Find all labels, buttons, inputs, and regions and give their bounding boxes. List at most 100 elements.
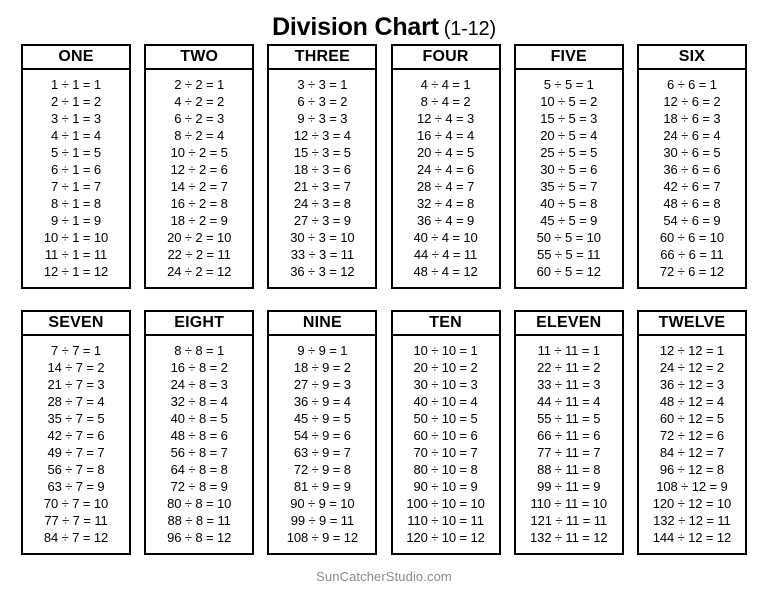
card-heading: FOUR <box>390 44 501 70</box>
equation-row: 12 ÷ 2 = 6 <box>170 162 228 177</box>
card-heading: NINE <box>267 310 378 336</box>
equation-row: 100 ÷ 10 = 10 <box>406 496 485 511</box>
equation-row: 84 ÷ 7 = 12 <box>43 530 109 545</box>
page-title-range: (1-12) <box>443 18 496 40</box>
equation-row: 50 ÷ 5 = 10 <box>536 230 601 245</box>
equation-row: 56 ÷ 8 = 7 <box>170 445 228 460</box>
equation-row: 11 ÷ 1 = 11 <box>44 247 108 262</box>
equation-row: 20 ÷ 4 = 5 <box>417 145 475 160</box>
equation-row: 44 ÷ 4 = 11 <box>413 247 478 262</box>
equation-row: 54 ÷ 9 = 6 <box>293 428 351 443</box>
equation-row: 18 ÷ 6 = 3 <box>663 111 721 126</box>
card-equation-list: 4 ÷ 4 = 1 8 ÷ 4 = 2 12 ÷ 4 = 3 16 ÷ 4 = 4 20… <box>390 69 501 289</box>
division-cards-grid: ONE 1 ÷ 1 = 1 2 ÷ 1 = 2 3 ÷ 1 = 3 4 ÷ 1 = 4 5… <box>0 44 768 555</box>
equation-row: 9 ÷ 9 = 1 <box>297 343 348 358</box>
card-heading: TEN <box>390 310 501 336</box>
equation-row: 90 ÷ 9 = 10 <box>290 496 355 511</box>
equation-row: 70 ÷ 10 = 7 <box>413 445 478 460</box>
equation-row: 70 ÷ 7 = 10 <box>43 496 109 511</box>
equation-row: 66 ÷ 11 = 6 <box>537 428 601 443</box>
equation-row: 77 ÷ 7 = 11 <box>44 513 108 528</box>
equation-row: 36 ÷ 6 = 6 <box>663 162 721 177</box>
equation-row: 10 ÷ 1 = 10 <box>43 230 109 245</box>
equation-row: 54 ÷ 6 = 9 <box>663 213 721 228</box>
division-card-two: TWO 2 ÷ 2 = 1 4 ÷ 2 = 2 6 ÷ 2 = 3 8 ÷ 2 = 4 1… <box>144 44 255 289</box>
equation-row: 55 ÷ 11 = 5 <box>537 411 601 426</box>
equation-row: 18 ÷ 2 = 9 <box>170 213 228 228</box>
equation-row: 16 ÷ 4 = 4 <box>417 128 475 143</box>
division-card-seven: SEVEN 7 ÷ 7 = 1 14 ÷ 7 = 2 21 ÷ 7 = 3 28 ÷ 7… <box>21 310 131 555</box>
equation-row: 4 ÷ 2 = 2 <box>174 94 225 109</box>
equation-row: 5 ÷ 1 = 5 <box>51 145 101 160</box>
equation-row: 36 ÷ 4 = 9 <box>417 213 475 228</box>
footer-credit: SunCatcherStudio.com <box>316 569 452 584</box>
equation-row: 10 ÷ 10 = 1 <box>413 343 478 358</box>
equation-row: 21 ÷ 3 = 7 <box>293 179 351 194</box>
equation-row: 2 ÷ 1 = 2 <box>51 94 101 109</box>
equation-row: 132 ÷ 12 = 11 <box>653 513 731 528</box>
equation-row: 28 ÷ 4 = 7 <box>417 179 475 194</box>
equation-row: 9 ÷ 3 = 3 <box>297 111 348 126</box>
equation-row: 72 ÷ 6 = 12 <box>659 264 725 279</box>
card-heading: FIVE <box>513 44 624 70</box>
equation-row: 22 ÷ 11 = 2 <box>537 360 601 375</box>
equation-row: 40 ÷ 4 = 10 <box>413 230 478 245</box>
card-row-top: ONE 1 ÷ 1 = 1 2 ÷ 1 = 2 3 ÷ 1 = 3 4 ÷ 1 = 4 5… <box>21 44 747 289</box>
equation-row: 6 ÷ 3 = 2 <box>297 94 348 109</box>
card-equation-list: 2 ÷ 2 = 1 4 ÷ 2 = 2 6 ÷ 2 = 3 8 ÷ 2 = 4 10 ÷… <box>144 69 255 289</box>
equation-row: 21 ÷ 7 = 3 <box>47 377 105 392</box>
equation-row: 25 ÷ 5 = 5 <box>540 145 598 160</box>
equation-row: 18 ÷ 9 = 2 <box>293 360 351 375</box>
equation-row: 48 ÷ 6 = 8 <box>663 196 721 211</box>
equation-row: 12 ÷ 3 = 4 <box>293 128 351 143</box>
equation-row: 3 ÷ 1 = 3 <box>51 111 101 126</box>
page-title-main: Division Chart <box>272 13 439 41</box>
card-equation-list: 12 ÷ 12 = 1 24 ÷ 12 = 2 36 ÷ 12 = 3 48 ÷ 12… <box>636 335 747 555</box>
equation-row: 88 ÷ 8 = 11 <box>167 513 231 528</box>
equation-row: 16 ÷ 2 = 8 <box>170 196 228 211</box>
equation-row: 24 ÷ 12 = 2 <box>659 360 725 375</box>
equation-row: 24 ÷ 8 = 3 <box>170 377 228 392</box>
equation-row: 33 ÷ 3 = 11 <box>290 247 354 262</box>
card-heading: ELEVEN <box>513 310 624 336</box>
equation-row: 12 ÷ 4 = 3 <box>417 111 475 126</box>
equation-row: 12 ÷ 12 = 1 <box>659 343 725 358</box>
equation-row: 32 ÷ 8 = 4 <box>170 394 228 409</box>
equation-row: 1 ÷ 1 = 1 <box>51 77 101 92</box>
equation-row: 63 ÷ 7 = 9 <box>47 479 105 494</box>
equation-row: 40 ÷ 5 = 8 <box>540 196 598 211</box>
card-heading: TWELVE <box>636 310 747 336</box>
equation-row: 6 ÷ 1 = 6 <box>51 162 101 177</box>
equation-row: 60 ÷ 12 = 5 <box>659 411 725 426</box>
equation-row: 110 ÷ 11 = 10 <box>530 496 608 511</box>
equation-row: 24 ÷ 2 = 12 <box>167 264 232 279</box>
division-card-ten: TEN 10 ÷ 10 = 1 20 ÷ 10 = 2 30 ÷ 10 = 3 40 ÷… <box>390 310 501 555</box>
division-card-four: FOUR 4 ÷ 4 = 1 8 ÷ 4 = 2 12 ÷ 4 = 3 16 ÷ 4 =… <box>390 44 501 289</box>
card-equation-list: 10 ÷ 10 = 1 20 ÷ 10 = 2 30 ÷ 10 = 3 40 ÷ 10… <box>390 335 501 555</box>
equation-row: 12 ÷ 6 = 2 <box>663 94 721 109</box>
card-row-bottom: SEVEN 7 ÷ 7 = 1 14 ÷ 7 = 2 21 ÷ 7 = 3 28 ÷ 7… <box>21 310 747 555</box>
equation-row: 56 ÷ 7 = 8 <box>47 462 105 477</box>
equation-row: 144 ÷ 12 = 12 <box>652 530 732 545</box>
equation-row: 45 ÷ 5 = 9 <box>540 213 598 228</box>
equation-row: 24 ÷ 6 = 4 <box>663 128 721 143</box>
card-heading: ONE <box>21 44 131 70</box>
equation-row: 36 ÷ 12 = 3 <box>659 377 725 392</box>
equation-row: 14 ÷ 2 = 7 <box>170 179 228 194</box>
equation-row: 48 ÷ 8 = 6 <box>170 428 228 443</box>
equation-row: 3 ÷ 3 = 1 <box>297 77 348 92</box>
equation-row: 20 ÷ 10 = 2 <box>413 360 478 375</box>
card-heading: SIX <box>636 44 747 70</box>
equation-row: 8 ÷ 8 = 1 <box>174 343 225 358</box>
page-title: Division Chart (1-12) <box>0 0 768 43</box>
card-equation-list: 3 ÷ 3 = 1 6 ÷ 3 = 2 9 ÷ 3 = 3 12 ÷ 3 = 4 15 … <box>267 69 378 289</box>
equation-row: 7 ÷ 7 = 1 <box>51 343 101 358</box>
equation-row: 36 ÷ 3 = 12 <box>290 264 355 279</box>
equation-row: 4 ÷ 1 = 4 <box>51 128 101 143</box>
equation-row: 132 ÷ 11 = 12 <box>529 530 608 545</box>
equation-row: 42 ÷ 7 = 6 <box>47 428 105 443</box>
equation-row: 84 ÷ 12 = 7 <box>659 445 725 460</box>
equation-row: 15 ÷ 3 = 5 <box>293 145 351 160</box>
equation-row: 10 ÷ 2 = 5 <box>170 145 228 160</box>
equation-row: 44 ÷ 11 = 4 <box>537 394 601 409</box>
